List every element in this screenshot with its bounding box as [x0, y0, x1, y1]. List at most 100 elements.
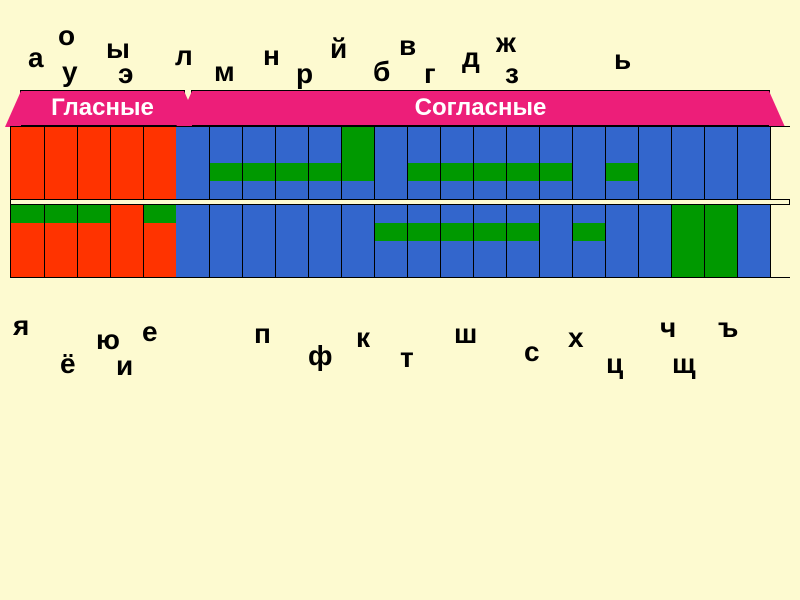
grid-cell — [572, 127, 605, 163]
grid-cell — [671, 223, 704, 241]
grid-cell — [77, 163, 110, 199]
tab-trap — [5, 91, 21, 127]
grid-cell — [671, 127, 704, 163]
grid-cell — [341, 163, 374, 181]
grid-cell — [770, 241, 800, 277]
grid-cell — [572, 163, 605, 181]
grid-cell — [242, 241, 275, 277]
letter-р: р — [296, 58, 313, 90]
grid-cell — [242, 163, 275, 181]
grid-cell — [242, 223, 275, 241]
grid-cell — [308, 205, 341, 223]
letter-ж: ж — [496, 27, 516, 59]
grid-cell — [737, 241, 770, 277]
grid-cell — [44, 205, 77, 223]
grid-cell — [44, 163, 77, 199]
grid-cell — [473, 205, 506, 223]
letter-л: л — [175, 40, 193, 72]
grid-cell — [11, 163, 44, 199]
grid-cell — [704, 163, 737, 181]
grid-cell — [473, 223, 506, 241]
grid-cell — [539, 223, 572, 241]
grid-cell — [605, 241, 638, 277]
letter-ч: ч — [660, 312, 676, 344]
grid-cell — [671, 181, 704, 199]
grid-cell — [605, 127, 638, 163]
grid-cell — [11, 127, 44, 163]
grid-cell — [440, 223, 473, 241]
tabs-row: Гласные Согласные — [10, 90, 790, 126]
grid-cell — [275, 205, 308, 223]
grid-cell — [539, 127, 572, 163]
grid-cell — [374, 241, 407, 277]
grid-cell — [275, 181, 308, 199]
grid-cell — [143, 223, 176, 241]
tab-consonants-label: Согласные — [415, 94, 547, 122]
grid-cell — [143, 241, 176, 277]
grid-cell — [506, 205, 539, 223]
grid-cell — [737, 223, 770, 241]
grid-cell — [572, 241, 605, 277]
grid-cell — [242, 127, 275, 163]
grid-cell — [341, 127, 374, 163]
grid-cell — [770, 205, 800, 241]
letter-grid — [10, 126, 790, 278]
grid-cell — [143, 127, 176, 163]
grid-cell — [638, 223, 671, 241]
grid-cell — [176, 205, 209, 223]
grid-cell — [77, 223, 110, 241]
grid-cell — [737, 127, 770, 163]
grid-cell — [275, 163, 308, 181]
tab-vowels: Гласные — [20, 90, 185, 126]
grid-cell — [308, 241, 341, 277]
letter-в: в — [399, 30, 416, 62]
grid-cell — [110, 163, 143, 199]
grid-cell — [374, 181, 407, 199]
grid-cell — [209, 181, 242, 199]
top-letters-area: аоуыэлмнрйбвгджзь — [0, 0, 800, 80]
grid-cell — [473, 181, 506, 199]
grid-cell — [176, 223, 209, 241]
letter-г: г — [424, 58, 436, 90]
letter-х: х — [568, 322, 584, 354]
letter-ш: ш — [454, 318, 477, 350]
letter-а: а — [28, 42, 44, 74]
grid-cell — [704, 181, 737, 199]
grid-cell — [143, 205, 176, 223]
grid-cell — [44, 223, 77, 241]
letter-ь: ь — [614, 44, 631, 76]
grid-cell — [341, 223, 374, 241]
grid-cell — [506, 163, 539, 181]
grid-cell — [473, 241, 506, 277]
grid-cell — [176, 163, 209, 181]
grid-cell — [539, 181, 572, 199]
grid-cell — [308, 127, 341, 163]
grid-cell — [11, 205, 44, 223]
letter-й: й — [330, 33, 347, 65]
grid-cell — [44, 127, 77, 163]
grid-cell — [407, 241, 440, 277]
grid-cell — [638, 205, 671, 223]
grid-cell — [176, 181, 209, 199]
grid-cell — [209, 241, 242, 277]
bottom-letters-area: яёюеипфктшсхцчщъ — [0, 310, 800, 400]
grid-cell — [737, 181, 770, 199]
letter-ц: ц — [606, 348, 623, 380]
grid-cell — [209, 223, 242, 241]
grid-cell — [308, 181, 341, 199]
grid-cell — [473, 127, 506, 163]
tab-trap — [769, 91, 785, 127]
letter-и: и — [116, 350, 133, 382]
grid-cell — [374, 223, 407, 241]
grid-cell — [737, 205, 770, 223]
grid-cell — [506, 127, 539, 163]
letter-д: д — [462, 42, 480, 74]
grid-cell — [242, 181, 275, 199]
grid-cell — [341, 181, 374, 199]
grid-cell — [209, 127, 242, 163]
grid-cell — [671, 241, 704, 277]
tab-consonants: Согласные — [191, 90, 770, 126]
grid-cell — [440, 241, 473, 277]
grid-cell — [176, 241, 209, 277]
grid-cell — [770, 163, 800, 199]
